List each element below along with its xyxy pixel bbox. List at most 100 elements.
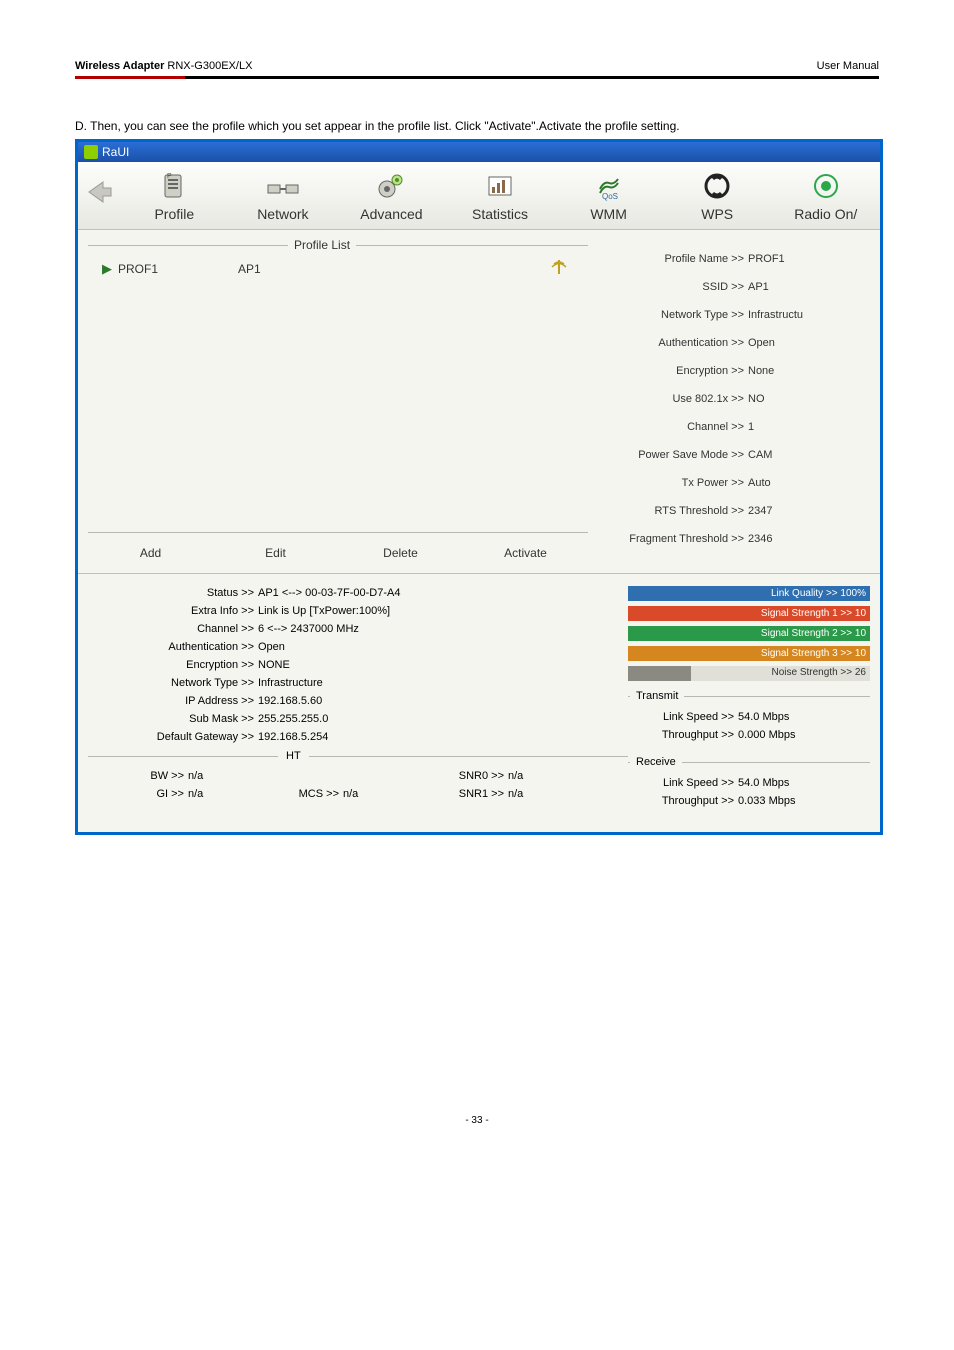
- tx-ls-v: 54.0 Mbps: [738, 711, 870, 723]
- product-model: RNX-G300EX/LX: [167, 60, 252, 72]
- page-number: - 33 -: [75, 1115, 879, 1126]
- profile-icon: P: [159, 169, 189, 203]
- status-left: Status >>AP1 <--> 00-03-7F-00-D7-A4 Extr…: [88, 584, 628, 814]
- profile-detail-panel: Profile Name >>PROF1 SSID >>AP1 Network …: [598, 230, 880, 573]
- statistics-icon: [485, 169, 515, 203]
- profile-list-fieldset: Profile List ▶ PROF1 AP1: [88, 238, 588, 533]
- ht-snr1-v: n/a: [508, 788, 523, 800]
- add-button[interactable]: Add: [88, 541, 213, 565]
- ht-snr1-l: SNR1 >>: [448, 788, 508, 800]
- s-ip-v: 192.168.5.60: [258, 695, 628, 707]
- profile-buttons: Add Edit Delete Activate: [88, 533, 588, 569]
- back-button[interactable]: [78, 180, 120, 211]
- s-mask-v: 255.255.255.0: [258, 713, 628, 725]
- middle-area: Profile List ▶ PROF1 AP1 Add Edit Delete…: [78, 230, 880, 573]
- profile-ssid-cell: AP1: [238, 262, 544, 276]
- ht-fieldset: HT BW >>n/a SNR0 >>n/a GI >>n/a MCS >>n/…: [88, 750, 628, 800]
- header-left: Wireless Adapter RNX-G300EX/LX: [75, 60, 252, 72]
- activate-button[interactable]: Activate: [463, 541, 588, 565]
- tab-radio-label: Radio On/: [794, 206, 857, 222]
- network-icon: [266, 169, 300, 203]
- app-window: RaUI P Profile Network Advanced: [75, 139, 883, 835]
- d-psm-l: Power Save Mode >>: [604, 449, 744, 461]
- profile-active-caret-icon: ▶: [102, 261, 112, 277]
- window-title: RaUI: [102, 145, 129, 159]
- tab-wmm[interactable]: QoS WMM: [554, 165, 663, 226]
- d-rts-v: 2347: [744, 505, 772, 517]
- s-enc-l: Encryption >>: [88, 659, 258, 671]
- receive-fieldset: Receive Link Speed >>54.0 Mbps Throughpu…: [628, 756, 870, 814]
- bar-ss2: Signal Strength 2 >> 10: [628, 624, 870, 642]
- s-status-l: Status >>: [88, 587, 258, 599]
- edit-button[interactable]: Edit: [213, 541, 338, 565]
- d-ssid-v: AP1: [744, 281, 769, 293]
- tab-wps[interactable]: WPS: [663, 165, 772, 226]
- delete-button[interactable]: Delete: [338, 541, 463, 565]
- s-auth-l: Authentication >>: [88, 641, 258, 653]
- s-ip-l: IP Address >>: [88, 695, 258, 707]
- tab-advanced-label: Advanced: [360, 206, 422, 222]
- ht-mcs-v: n/a: [343, 788, 358, 800]
- s-extra-v: Link is Up [TxPower:100%]: [258, 605, 628, 617]
- receive-legend: Receive: [630, 756, 682, 768]
- svg-text:P: P: [167, 173, 172, 180]
- status-panel: Status >>AP1 <--> 00-03-7F-00-D7-A4 Extr…: [78, 573, 880, 832]
- radio-icon: [811, 169, 841, 203]
- bar-noise-label: Noise Strength >> 26: [771, 667, 866, 678]
- tab-profile[interactable]: P Profile: [120, 165, 229, 226]
- title-bar: RaUI: [78, 142, 880, 162]
- s-status-v: AP1 <--> 00-03-7F-00-D7-A4: [258, 587, 628, 599]
- d-profile-name-l: Profile Name >>: [604, 253, 744, 265]
- ht-legend: HT: [278, 750, 309, 762]
- tab-radio[interactable]: Radio On/: [771, 165, 880, 226]
- tab-advanced[interactable]: Advanced: [337, 165, 446, 226]
- s-auth-v: Open: [258, 641, 628, 653]
- s-gw-l: Default Gateway >>: [88, 731, 258, 743]
- s-gw-v: 192.168.5.254: [258, 731, 628, 743]
- d-frag-l: Fragment Threshold >>: [604, 533, 744, 545]
- profile-signal-icon: [544, 258, 574, 279]
- s-ntype-v: Infrastructure: [258, 677, 628, 689]
- rx-tp-v: 0.033 Mbps: [738, 795, 870, 807]
- ht-snr0-l: SNR0 >>: [448, 770, 508, 782]
- back-arrow-icon: [85, 180, 113, 204]
- rx-ls-v: 54.0 Mbps: [738, 777, 870, 789]
- d-psm-v: CAM: [744, 449, 772, 461]
- transmit-legend: Transmit: [630, 690, 684, 702]
- product-name-bold: Wireless Adapter: [75, 60, 164, 72]
- profile-row[interactable]: ▶ PROF1 AP1: [88, 252, 588, 285]
- header-rule: [75, 76, 879, 79]
- bar-ss1: Signal Strength 1 >> 10: [628, 604, 870, 622]
- bar-ss3: Signal Strength 3 >> 10: [628, 644, 870, 662]
- transmit-fieldset: Transmit Link Speed >>54.0 Mbps Throughp…: [628, 690, 870, 748]
- advanced-icon: [375, 169, 407, 203]
- tx-tp-l: Throughput >>: [628, 729, 738, 741]
- profile-list-panel: Profile List ▶ PROF1 AP1 Add Edit Delete…: [78, 230, 598, 573]
- ht-mcs-l: MCS >>: [288, 788, 343, 800]
- d-ntype-v: Infrastructu: [744, 309, 803, 321]
- s-mask-l: Sub Mask >>: [88, 713, 258, 725]
- ht-snr0-v: n/a: [508, 770, 523, 782]
- profile-list-empty: [88, 285, 588, 533]
- d-txp-v: Auto: [744, 477, 771, 489]
- svg-text:QoS: QoS: [602, 192, 618, 201]
- d-rts-l: RTS Threshold >>: [604, 505, 744, 517]
- d-auth-v: Open: [744, 337, 775, 349]
- toolbar: P Profile Network Advanced Statistics Qo…: [78, 162, 880, 230]
- s-channel-v: 6 <--> 2437000 MHz: [258, 623, 628, 635]
- tab-statistics[interactable]: Statistics: [446, 165, 555, 226]
- tab-statistics-label: Statistics: [472, 206, 528, 222]
- bar-link-quality: Link Quality >> 100%: [628, 584, 870, 602]
- page-header: Wireless Adapter RNX-G300EX/LX User Manu…: [75, 60, 879, 76]
- tab-network[interactable]: Network: [229, 165, 338, 226]
- bar-noise: Noise Strength >> 26: [628, 664, 870, 682]
- app-icon: [84, 145, 98, 159]
- d-ntype-l: Network Type >>: [604, 309, 744, 321]
- tab-profile-label: Profile: [154, 206, 194, 222]
- tx-tp-v: 0.000 Mbps: [738, 729, 870, 741]
- d-frag-v: 2346: [744, 533, 772, 545]
- d-profile-name-v: PROF1: [744, 253, 785, 265]
- d-channel-l: Channel >>: [604, 421, 744, 433]
- d-8021x-l: Use 802.1x >>: [604, 393, 744, 405]
- s-enc-v: NONE: [258, 659, 628, 671]
